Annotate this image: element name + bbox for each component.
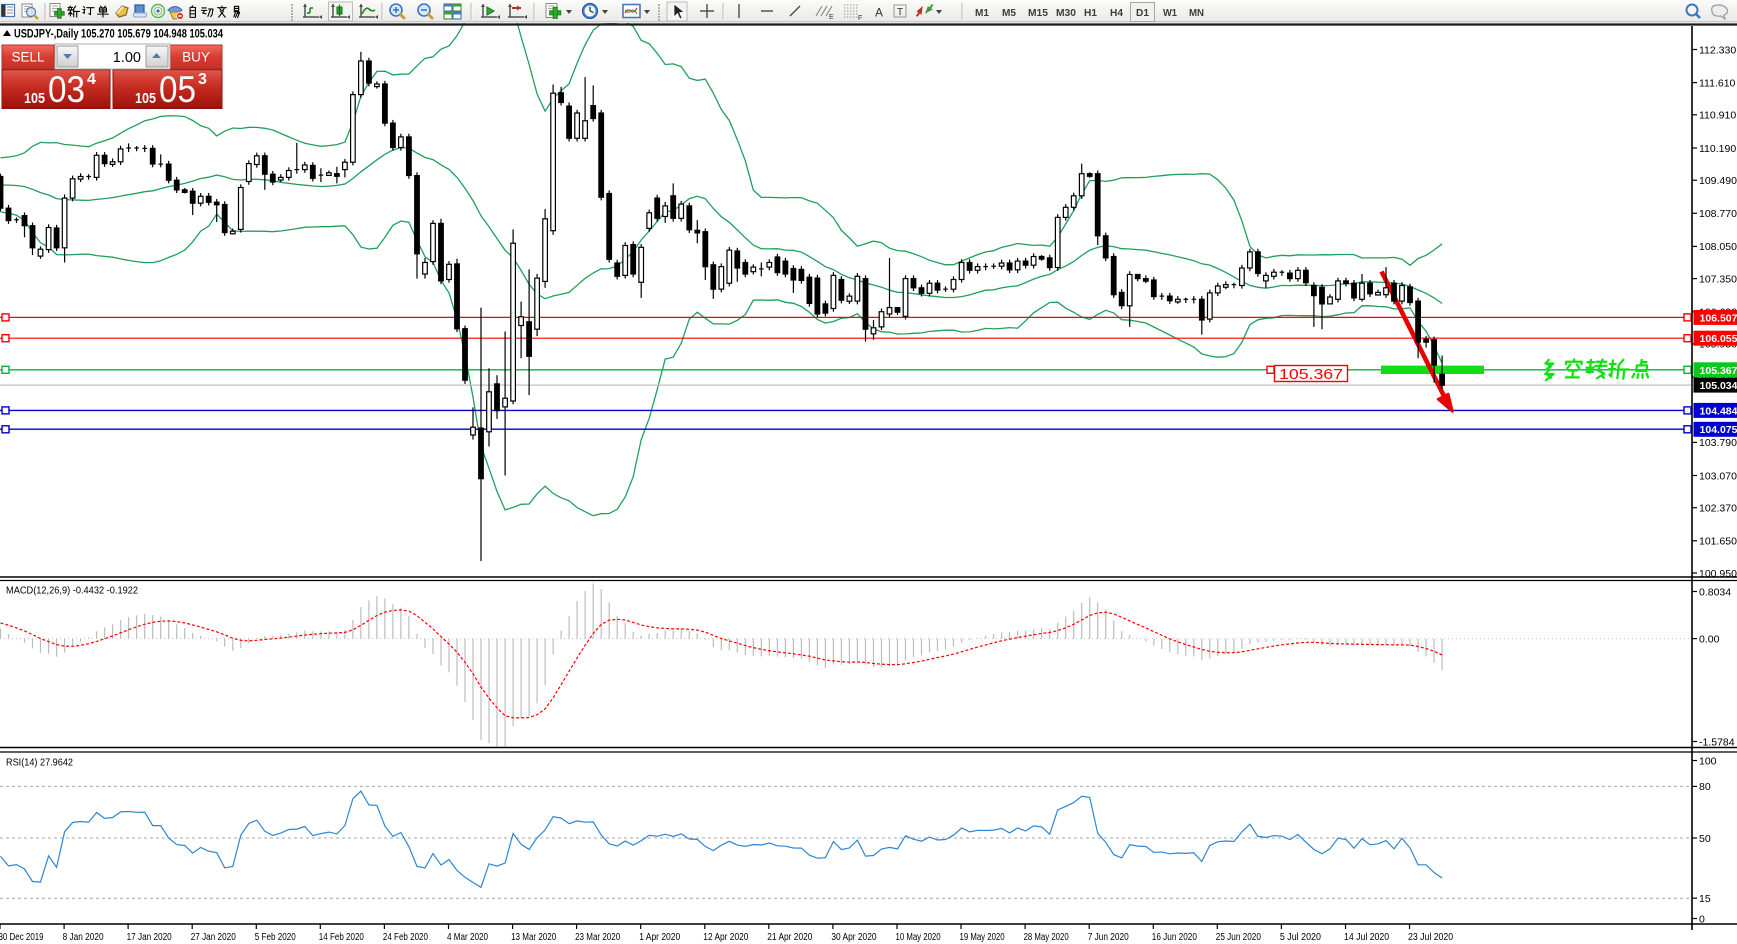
svg-text:M5: M5 [1002,7,1016,19]
svg-text:103.070: 103.070 [1699,470,1737,482]
svg-text:104.075: 104.075 [1700,424,1737,436]
svg-text:T: T [897,7,903,18]
svg-text:16 Jun 2020: 16 Jun 2020 [1152,932,1197,943]
svg-text:112.330: 112.330 [1699,44,1736,56]
svg-text:30 Apr 2020: 30 Apr 2020 [831,932,876,943]
svg-text:03: 03 [48,69,85,110]
svg-text:D1: D1 [1136,7,1149,19]
svg-text:80: 80 [1699,781,1711,793]
svg-text:-1.5784: -1.5784 [1699,736,1735,748]
svg-text:BUY: BUY [182,50,210,65]
svg-text:10 May 2020: 10 May 2020 [896,932,941,943]
svg-text:M15: M15 [1028,7,1048,19]
svg-text:USDJPY-,Daily 105.270 105.679: USDJPY-,Daily 105.270 105.679 104.948 10… [14,29,223,41]
svg-text:17 Jan 2020: 17 Jan 2020 [127,932,172,943]
svg-text:MN: MN [1189,7,1204,19]
svg-text:14 Jul 2020: 14 Jul 2020 [1344,932,1389,943]
svg-text:28 May 2020: 28 May 2020 [1024,932,1069,943]
svg-text:105.367: 105.367 [1700,365,1737,377]
svg-text:107.350: 107.350 [1699,273,1737,285]
svg-text:23 Jul 2020: 23 Jul 2020 [1408,932,1453,943]
svg-text:102.370: 102.370 [1699,503,1737,515]
svg-text:H1: H1 [1084,7,1097,19]
svg-text:5 Feb 2020: 5 Feb 2020 [255,932,296,943]
svg-text:106.055: 106.055 [1700,333,1737,345]
svg-text:0.00: 0.00 [1699,633,1720,645]
svg-text:50: 50 [1699,833,1711,845]
svg-text:RSI(14) 27.9642: RSI(14) 27.9642 [6,758,73,769]
svg-text:103.790: 103.790 [1699,437,1737,449]
svg-text:4: 4 [87,71,96,88]
svg-text:4 Mar 2020: 4 Mar 2020 [447,932,488,943]
svg-text:108.770: 108.770 [1699,208,1737,220]
svg-text:104.484: 104.484 [1700,405,1737,417]
svg-text:27 Jan 2020: 27 Jan 2020 [191,932,236,943]
svg-text:110.910: 110.910 [1699,110,1736,122]
svg-text:30 Dec 2019: 30 Dec 2019 [0,932,44,943]
svg-text:1 Apr 2020: 1 Apr 2020 [639,932,680,943]
svg-text:110.190: 110.190 [1699,143,1736,155]
svg-text:F: F [858,15,862,22]
svg-text:H4: H4 [1110,7,1123,19]
svg-text:W1: W1 [1163,7,1177,19]
svg-text:23 Mar 2020: 23 Mar 2020 [575,932,620,943]
svg-text:101.650: 101.650 [1699,536,1737,548]
svg-text:7 Jun 2020: 7 Jun 2020 [1088,932,1129,943]
svg-text:21 Apr 2020: 21 Apr 2020 [767,932,812,943]
svg-text:5 Jul 2020: 5 Jul 2020 [1280,932,1321,943]
svg-text:15: 15 [1699,893,1711,905]
svg-text:14 Feb 2020: 14 Feb 2020 [319,932,364,943]
svg-text:A: A [875,6,883,20]
svg-text:0: 0 [1699,913,1705,925]
svg-text:M1: M1 [975,7,989,19]
svg-text:19 May 2020: 19 May 2020 [960,932,1005,943]
svg-text:1.00: 1.00 [113,50,141,66]
svg-text:SELL: SELL [11,50,45,65]
svg-text:MACD(12,26,9) -0.4432 -0.1922: MACD(12,26,9) -0.4432 -0.1922 [6,586,138,597]
svg-text:100.950: 100.950 [1699,568,1737,580]
svg-text:109.490: 109.490 [1699,175,1737,187]
svg-text:0.8034: 0.8034 [1699,586,1731,598]
svg-text:13 Mar 2020: 13 Mar 2020 [511,932,556,943]
svg-text:105: 105 [24,90,45,107]
svg-text:E: E [829,14,834,21]
svg-text:105.367: 105.367 [1279,366,1343,383]
svg-text:24 Feb 2020: 24 Feb 2020 [383,932,428,943]
svg-text:105: 105 [135,90,156,107]
svg-text:100: 100 [1699,755,1717,767]
svg-text:12 Apr 2020: 12 Apr 2020 [703,932,748,943]
svg-text:M30: M30 [1056,7,1076,19]
svg-text:8 Jan 2020: 8 Jan 2020 [63,932,104,943]
svg-text:106.507: 106.507 [1700,312,1737,324]
svg-text:3: 3 [198,71,207,88]
svg-text:111.610: 111.610 [1699,77,1736,89]
svg-text:25 Jun 2020: 25 Jun 2020 [1216,932,1261,943]
svg-text:105.034: 105.034 [1700,380,1737,392]
svg-text:05: 05 [159,69,196,110]
svg-text:108.050: 108.050 [1699,241,1737,253]
